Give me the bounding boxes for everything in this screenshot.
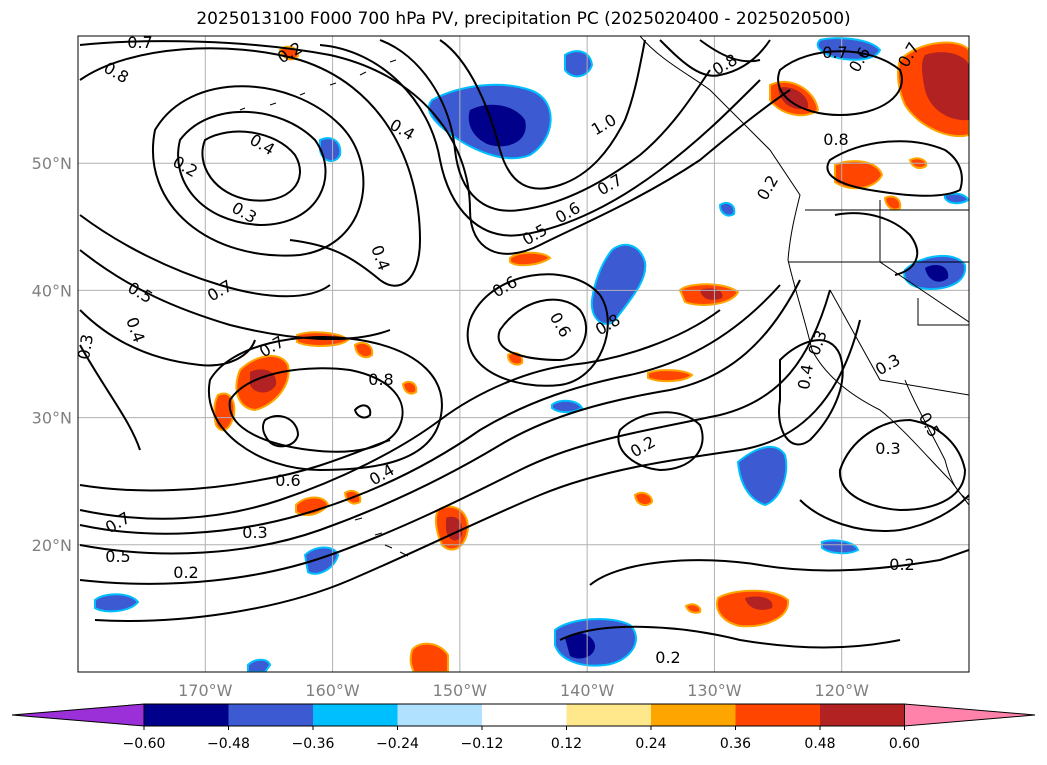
precip-blob-pos: [883, 195, 902, 211]
coastlines: [239, 36, 969, 557]
contour-label: 0.3: [875, 439, 900, 458]
contour-label: 0.6: [275, 471, 300, 490]
pv-contours: [79, 39, 969, 649]
colorbar-tick-label: −0.36: [292, 736, 335, 752]
contour-label: 0.8: [823, 130, 848, 149]
latitude-labels: 50°N 40°N 30°N 20°N: [32, 154, 72, 555]
colorbar: [11, 703, 1036, 727]
colorbar-extend-max: [904, 703, 1036, 727]
contour-label: 0.2: [889, 555, 914, 574]
colorbar-segment: [566, 704, 652, 726]
contour-label: 0.7: [822, 43, 847, 62]
precip-blob-pos: [684, 603, 702, 614]
colorbar-extend-min: [11, 703, 145, 727]
colorbar-segment: [820, 704, 905, 726]
baja-coast: [904, 379, 969, 501]
colorbar-tick-label: −0.48: [207, 736, 250, 752]
latitude-label: 50°N: [32, 154, 72, 173]
contour-label: 0.3: [242, 523, 267, 542]
precip-blob-neg: [718, 202, 736, 217]
precip-blob-neg: [564, 50, 594, 78]
north-america-coast: [639, 36, 969, 506]
contour-label: 0.3: [74, 333, 97, 361]
longitude-label: 170°W: [178, 681, 233, 700]
latitude-label: 40°N: [32, 281, 72, 300]
precip-blob-neg: [736, 445, 788, 507]
precip-blob-pos: [834, 160, 884, 190]
precip-blob-pos: [509, 251, 552, 267]
chart-title: 2025013100 F000 700 hPa PV, precipitatio…: [196, 9, 851, 29]
precip-blob-pos: [716, 589, 790, 628]
latitude-label: 20°N: [32, 536, 72, 555]
precip-blob-pos-core: [745, 596, 773, 610]
precip-blob-pos: [401, 380, 418, 395]
contour-label: 0.5: [105, 547, 130, 566]
colorbar-border: [143, 703, 905, 727]
precip-blob-neg: [821, 539, 860, 555]
colorbar-segment: [651, 704, 736, 726]
colorbar-segment: [735, 704, 821, 726]
precip-blob-pos: [633, 491, 654, 507]
colorbar-segment: [228, 704, 314, 726]
precip-blob-pos-core: [700, 288, 723, 300]
latitude-label: 30°N: [32, 409, 72, 428]
state-border: [805, 209, 969, 396]
colorbar-segment: [482, 704, 567, 726]
map-gridlines: [78, 36, 969, 672]
precip-blob-neg: [247, 658, 272, 672]
contour-label: 0.8: [368, 370, 393, 389]
contour-label: 0.7: [127, 33, 152, 52]
contour-label: 0.4: [794, 363, 817, 391]
colorbar-tick-label: −0.12: [461, 736, 504, 752]
precip-blob-neg: [94, 593, 140, 613]
longitude-label: 120°W: [815, 681, 870, 700]
precip-blob-neg: [551, 399, 584, 414]
longitude-labels: 170°W 160°W 150°W 140°W 130°W 120°W: [178, 681, 869, 700]
colorbar-tick-label: −0.24: [376, 736, 419, 752]
longitude-label: 140°W: [560, 681, 615, 700]
colorbar-tick-label: −0.60: [123, 736, 166, 752]
precip-blob-pos: [409, 642, 449, 672]
colorbar-segment: [313, 704, 398, 726]
longitude-label: 150°W: [433, 681, 488, 700]
colorbar-tick-label: 0.12: [551, 736, 582, 752]
hawaii-islands: [354, 517, 409, 557]
precip-blob-pos: [647, 369, 694, 383]
colorbar-tick-label: 0.60: [889, 736, 920, 752]
longitude-label: 160°W: [305, 681, 360, 700]
precip-blob-neg-core: [925, 265, 949, 282]
contour-label: 0.2: [655, 648, 680, 667]
precip-blob-neg: [944, 192, 969, 205]
colorbar-tick-label: 0.48: [804, 736, 835, 752]
colorbar-tick-label: 0.24: [635, 736, 666, 752]
colorbar-segment: [397, 704, 483, 726]
map-frame: [77, 35, 970, 673]
colorbar-segment: [144, 704, 229, 726]
colorbar-tick-labels: −0.60 −0.48 −0.36 −0.24 −0.12 0.12 0.24 0.36 0.4…: [123, 726, 920, 752]
precip-blob-pos: [353, 341, 374, 359]
aleutian-islands: [239, 59, 397, 111]
precip-blob-neg-core: [468, 104, 526, 147]
colorbar-tick-label: 0.36: [720, 736, 751, 752]
precip-blob-pos-core: [921, 52, 969, 121]
longitude-label: 130°W: [687, 681, 742, 700]
contour-label: 0.2: [173, 563, 198, 582]
